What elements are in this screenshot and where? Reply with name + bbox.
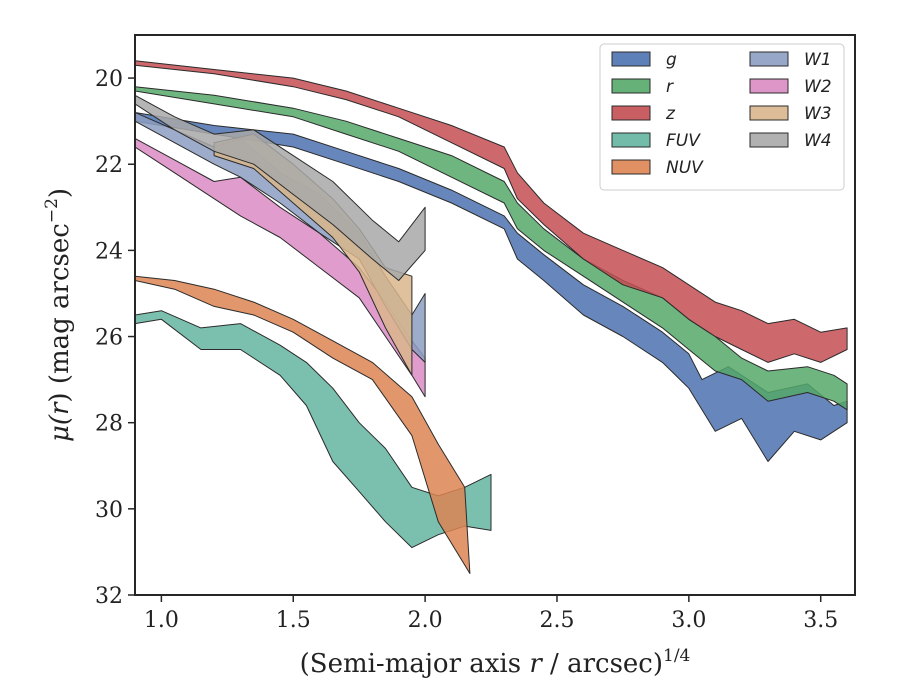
legend: grz FUV NUV W1 W2 W3 W4 [599, 43, 845, 191]
y-axis-title: μ(r) (mag arcsec−2) [42, 188, 75, 442]
x-tick-label: 2.5 [539, 608, 574, 633]
plot-frame [134, 34, 856, 596]
legend-swatch-r [611, 78, 651, 94]
band-r [135, 86, 848, 411]
band-g [135, 112, 848, 462]
y-tick-label: 22 [95, 153, 123, 178]
legend-label-w4: W4 [804, 131, 832, 151]
y-tick-label: 20 [95, 67, 123, 92]
y-tick-label: 26 [95, 326, 123, 351]
band-nuv [135, 275, 471, 574]
y-tick-label: 32 [95, 584, 123, 609]
x-tick-label: 2.0 [408, 608, 443, 633]
legend-label-w1: W1 [804, 50, 832, 70]
legend-label-fuv: FUV [666, 131, 701, 151]
legend-swatch-w1 [749, 51, 789, 67]
legend-label-nuv: NUV [666, 158, 704, 178]
legend-swatch-fuv [611, 132, 651, 148]
y-tick-label: 24 [95, 239, 123, 264]
legend-swatch-w4 [749, 132, 789, 148]
x-axis-title: (Semi-major axis r / arcsec)1/4 [300, 646, 691, 679]
x-tick-label: 1.0 [144, 608, 179, 633]
band-w2 [135, 137, 426, 398]
band-w4 [135, 94, 426, 281]
legend-swatch-w2 [749, 78, 789, 94]
x-tick-label: 3.5 [803, 608, 838, 633]
legend-label-w2: W2 [804, 77, 832, 97]
y-axis: 20 22 24 26 28 30 32 [95, 67, 135, 609]
legend-swatch-w3 [749, 105, 789, 121]
legend-swatch-z [611, 105, 651, 121]
plot-area [135, 60, 848, 574]
x-tick-label: 3.0 [671, 608, 706, 633]
legend-label-z: z [665, 104, 676, 124]
y-tick-label: 30 [95, 498, 123, 523]
legend-swatch-g [611, 51, 651, 67]
band-z [135, 60, 848, 363]
legend-label-r: r [666, 77, 674, 97]
y-tick-label: 28 [95, 412, 123, 437]
legend-swatch-nuv [611, 159, 651, 175]
band-fuv [135, 310, 492, 549]
legend-label-g: g [666, 50, 677, 70]
x-axis: 1.0 1.5 2.0 2.5 3.0 3.5 [144, 595, 838, 633]
x-tick-label: 1.5 [276, 608, 311, 633]
legend-label-w3: W3 [804, 104, 832, 124]
